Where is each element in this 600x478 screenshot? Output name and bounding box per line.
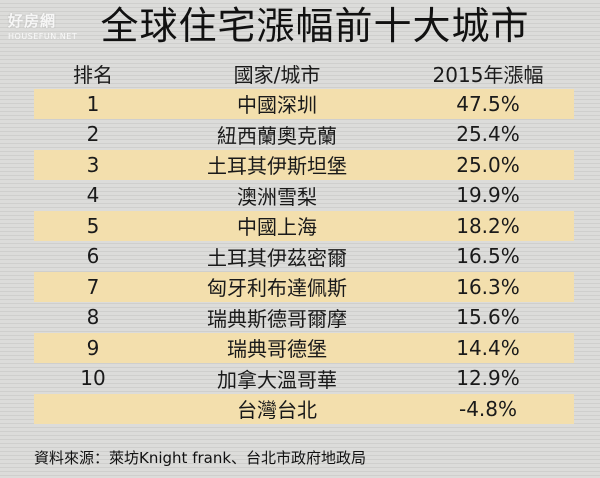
table-row: 2 紐西蘭奧克蘭 25.4% (34, 119, 574, 150)
header-rate: 2015年漲幅 (432, 62, 544, 87)
rate-cell: 14.4% (456, 335, 520, 360)
header-rank: 排名 (73, 62, 113, 87)
rank-cell: 7 (86, 274, 100, 299)
rank-cell: 6 (86, 244, 100, 269)
table-row: 9 瑞典哥德堡 14.4% (34, 332, 574, 363)
rank-cell: 3 (86, 152, 100, 177)
rank-cell: 10 (80, 366, 106, 391)
rank-cell: 1 (86, 91, 100, 116)
table-row: 6 土耳其伊茲密爾 16.5% (34, 241, 574, 272)
city-cell: 澳洲雪梨 (237, 184, 317, 209)
table-row: 4 澳洲雪梨 19.9% (34, 180, 574, 211)
rate-cell: 47.5% (456, 91, 520, 116)
table-header-row: 排名 國家/城市 2015年漲幅 (34, 58, 574, 89)
rate-cell: 12.9% (456, 366, 520, 391)
header-city: 國家/城市 (233, 62, 321, 87)
rank-cell: 4 (86, 183, 100, 208)
rank-cell: 9 (86, 335, 100, 360)
rate-cell: 16.5% (456, 244, 520, 269)
rate-cell: 15.6% (456, 305, 520, 330)
rank-cell: 5 (86, 213, 100, 238)
city-cell: 土耳其伊茲密爾 (207, 245, 347, 270)
city-cell: 土耳其伊斯坦堡 (207, 154, 347, 179)
table-row: 7 匈牙利布達佩斯 16.3% (34, 271, 574, 302)
page-title: 全球住宅漲幅前十大城市 (100, 4, 530, 48)
rate-cell: 19.9% (456, 183, 520, 208)
city-cell: 台灣台北 (237, 398, 317, 423)
ranking-table: 排名 國家/城市 2015年漲幅 1 中國深圳 47.5% 2 紐西蘭奧克蘭 25.4% 3… (34, 58, 574, 424)
table-row: 8 瑞典斯德哥爾摩 15.6% (34, 302, 574, 333)
city-cell: 加拿大溫哥華 (217, 367, 337, 392)
table-row: 1 中國深圳 47.5% (34, 88, 574, 119)
city-cell: 瑞典斯德哥爾摩 (207, 306, 347, 331)
logo-url: HOUSEFUN.NET (8, 32, 78, 41)
city-cell: 中國上海 (237, 215, 317, 240)
table-row: 3 土耳其伊斯坦堡 25.0% (34, 149, 574, 180)
table-row: 台灣台北 -4.8% (34, 393, 574, 424)
city-cell: 瑞典哥德堡 (227, 337, 327, 362)
table-body: 1 中國深圳 47.5% 2 紐西蘭奧克蘭 25.4% 3 土耳其伊斯坦堡 25.0% 4 澳洲雪梨… (34, 88, 574, 424)
rank-cell: 2 (86, 122, 100, 147)
rate-cell: 18.2% (456, 213, 520, 238)
rate-cell: 16.3% (456, 274, 520, 299)
logo-name: 好房網 (8, 12, 57, 30)
rate-cell: 25.0% (456, 152, 520, 177)
table-row: 10 加拿大溫哥華 12.9% (34, 363, 574, 394)
rate-cell: -4.8% (458, 396, 518, 421)
source-note: 資料來源：萊坊Knight frank、台北市政府地政局 (34, 449, 367, 467)
rank-cell: 8 (86, 305, 100, 330)
table-row: 5 中國上海 18.2% (34, 210, 574, 241)
city-cell: 匈牙利布達佩斯 (207, 276, 347, 301)
rate-cell: 25.4% (456, 122, 520, 147)
city-cell: 紐西蘭奧克蘭 (217, 123, 337, 148)
city-cell: 中國深圳 (237, 93, 317, 118)
logo: 好房網 HOUSEFUN.NET (8, 10, 118, 46)
